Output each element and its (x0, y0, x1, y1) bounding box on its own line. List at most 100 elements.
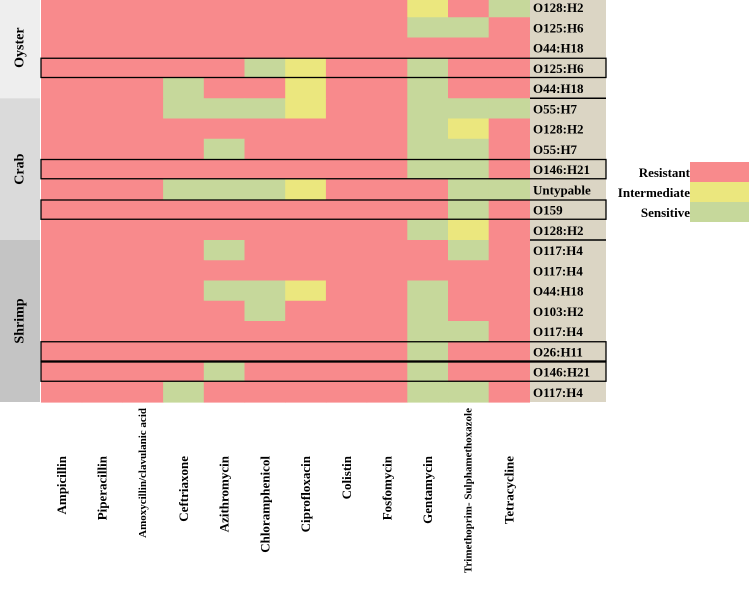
heatmap-cell (41, 37, 83, 59)
heatmap-cell (81, 57, 123, 79)
heatmap-cell (203, 361, 246, 383)
heatmap-cell (448, 179, 490, 201)
heatmap-cell (285, 260, 327, 282)
heatmap-cell (203, 280, 246, 302)
heatmap-cell (366, 280, 408, 302)
heatmap-cell (488, 300, 530, 322)
heatmap-cell (325, 199, 368, 221)
heatmap-cell (122, 219, 164, 241)
heatmap-cell (244, 341, 286, 363)
heatmap-cell (163, 300, 205, 322)
heatmap-cell (244, 321, 286, 342)
antibiotic-label: Ampicillin (54, 455, 69, 514)
heatmap-cell (366, 57, 408, 79)
heatmap-cell (41, 300, 83, 322)
highlight-row-box (40, 199, 607, 220)
heatmap-cell (488, 280, 530, 302)
heatmap-cell (203, 118, 246, 140)
heatmap-cell (122, 57, 164, 79)
legend-swatch-sensitive (690, 202, 749, 222)
heatmap-cell (448, 57, 490, 79)
heatmap-cell (366, 37, 408, 59)
serotype-label: O117:H4 (533, 385, 583, 400)
heatmap-cell (163, 240, 205, 261)
heatmap-cell (163, 381, 205, 403)
heatmap-cell (163, 361, 205, 383)
heatmap-cell (325, 321, 368, 342)
heatmap-cell (81, 300, 123, 322)
heatmap-cell (285, 78, 327, 99)
heatmap-cell (285, 199, 327, 221)
heatmap-cell (203, 321, 246, 342)
heatmap-cell (81, 260, 123, 282)
heatmap-cell (448, 98, 490, 120)
heatmap-cell (81, 98, 123, 120)
heatmap-cell (407, 179, 449, 201)
heatmap-cell (488, 138, 530, 160)
heatmap-cell (244, 199, 286, 221)
heatmap-cell (407, 381, 449, 403)
heatmap-cell (244, 159, 286, 180)
serotype-label: O117:H4 (533, 263, 583, 278)
heatmap-cell (407, 98, 449, 120)
heatmap-cell (325, 37, 368, 59)
heatmap-cell (285, 98, 327, 120)
heatmap-cell (285, 381, 327, 403)
heatmap-cell (325, 78, 368, 99)
heatmap-cell (203, 78, 246, 99)
heatmap-cell (203, 57, 246, 79)
heatmap-cell (488, 179, 530, 201)
serotype-label: O128:H2 (533, 0, 584, 15)
heatmap-cell (244, 118, 286, 140)
heatmap-cell (41, 341, 83, 363)
heatmap-cell (407, 300, 449, 322)
heatmap-cell (325, 179, 368, 201)
heatmap-cell (163, 138, 205, 160)
heatmap-cell (448, 219, 490, 241)
antibiotic-label: Piperacillin (95, 455, 110, 520)
heatmap-cell (41, 78, 83, 99)
heatmap-cell (244, 280, 286, 302)
heatmap-cell (41, 240, 83, 261)
heatmap-cell (81, 17, 123, 39)
group-label-oyster: Oyster (13, 27, 28, 67)
heatmap-cell (81, 179, 123, 201)
heatmap-cell (366, 300, 408, 322)
heatmap-cell (244, 78, 286, 99)
heatmap-cell (285, 321, 327, 342)
heatmap-cell (325, 280, 368, 302)
heatmap-cell (325, 118, 368, 140)
heatmap-cell (448, 118, 490, 140)
heatmap-cell (203, 0, 246, 18)
heatmap-cell (285, 219, 327, 241)
heatmap-cell (366, 0, 408, 18)
heatmap-cell (203, 199, 246, 221)
heatmap-cell (81, 138, 123, 160)
heatmap-cell (244, 381, 286, 403)
heatmap-cell (163, 280, 205, 302)
heatmap-cell (244, 57, 286, 79)
serotype-label: O125:H6 (533, 61, 584, 76)
heatmap-cell (41, 118, 83, 140)
heatmap-cell (244, 300, 286, 322)
heatmap-cell (448, 280, 490, 302)
heatmap-cell (41, 57, 83, 79)
heatmap-cell (41, 159, 83, 180)
heatmap-cell (407, 361, 449, 383)
antibiotic-label: Amoxycillin/clavulanic acid (137, 408, 149, 538)
heatmap-cell (244, 179, 286, 201)
heatmap-cell (163, 341, 205, 363)
serotype-label: O44:H18 (533, 284, 584, 299)
heatmap-cell (122, 260, 164, 282)
legend-swatch-intermediate (690, 182, 749, 202)
heatmap-cell (244, 361, 286, 383)
heatmap-cell (122, 341, 164, 363)
legend-label-resistant: Resistant (639, 165, 691, 180)
serotype-label: O26:H11 (533, 344, 583, 359)
heatmap-cell (81, 78, 123, 99)
serotype-label-background (530, 0, 606, 402)
heatmap-cell (488, 159, 530, 180)
heatmap-cell (122, 98, 164, 120)
heatmap-cell (203, 381, 246, 403)
